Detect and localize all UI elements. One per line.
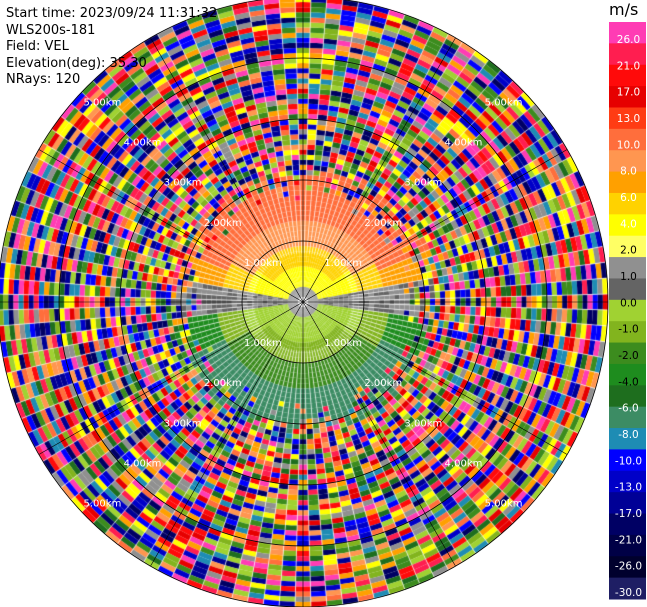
colorbar-segment [609,321,646,344]
azimuth-spoke [302,37,456,303]
azimuth-spoke [302,301,568,455]
instrument-label: WLS200s-181 [6,22,96,38]
range-ring-label: 3.00km [164,418,202,429]
nrays-label: NRays: 120 [6,72,81,87]
colorbar-segment [609,534,646,557]
colorbar-tick-label: -30.0 [615,587,642,599]
range-ring-label: 1.00km [324,338,362,349]
colorbar-segment [609,86,646,108]
azimuth-spoke [38,301,304,455]
colorbar-segment [609,150,646,173]
range-ring-label: 2.00km [204,378,242,389]
colorbar-segment [609,449,646,472]
colorbar-segment [609,235,646,258]
range-ring-label: 5.00km [84,499,122,510]
colorbar-tick-label: 21.0 [617,60,640,72]
colorbar-segment [609,192,646,215]
colorbar-segment [609,577,646,600]
colorbar-segment [609,363,646,386]
range-ring-label: 5.00km [84,97,122,108]
colorbar-tick-label: 10.0 [617,139,640,151]
range-ring-label: 3.00km [404,178,442,189]
range-ring-label: 5.00km [485,97,523,108]
colorbar-segment [609,171,646,194]
range-ring-label: 1.00km [244,338,282,349]
colorbar-segment [609,257,646,279]
colorbar-segment [609,107,646,130]
colorbar-segment [609,64,646,87]
colorbar-tick-label: 2.0 [620,245,637,257]
range-ring-label: 3.00km [164,178,202,189]
colorbar-tick-label: 1.0 [620,271,637,283]
range-ring-label: 4.00km [124,458,162,469]
colorbar-tick-label: 13.0 [617,113,640,125]
colorbar-tick-label: -4.0 [618,376,639,388]
colorbar-tick-label: -1.0 [618,324,639,336]
colorbar-segment [609,470,646,493]
colorbar-segment [609,214,646,237]
colorbar-unit-label: m/s [609,0,639,19]
colorbar-segment [609,513,646,536]
azimuth-spoke [38,149,304,303]
azimuth-spoke [302,301,456,567]
range-ring-label: 2.00km [204,218,242,229]
range-ring-label: 1.00km [244,258,282,269]
colorbar-segment [609,299,646,322]
azimuth-spoke [302,149,568,303]
colorbar-tick-label: 4.0 [620,218,637,230]
colorbar-segment [609,428,646,450]
colorbar-segment [609,22,646,44]
colorbar-tick-label: -2.0 [618,350,639,362]
colorbar-tick-label: 17.0 [617,87,640,99]
colorbar-segment [609,406,646,429]
colorbar-segment [609,342,646,365]
range-ring-label: 4.00km [445,138,483,149]
colorbar-tick-label: -10.0 [615,455,642,467]
colorbar-tick-label: 6.0 [620,192,637,204]
colorbar-segment [609,278,646,301]
start-time-label: Start time: 2023/09/24 11:31:32 [6,6,218,21]
colorbar-tick-label: -13.0 [615,482,642,494]
colorbar-segment [609,492,646,515]
colorbar-tick-label: -8.0 [618,429,639,441]
colorbar-segment [609,43,646,66]
range-ring-label: 2.00km [364,218,402,229]
colorbar-tick-label: -26.0 [615,561,642,573]
elevation-label: Elevation(deg): 35.30 [6,55,147,71]
colorbar-tick-label: 8.0 [620,166,637,178]
range-ring-label: 3.00km [404,418,442,429]
field-label: Field: VEL [6,39,69,54]
azimuth-spoke [150,301,304,567]
colorbar-tick-label: 0.0 [620,297,637,309]
range-ring-label: 2.00km [364,378,402,389]
range-ring-label: 4.00km [445,458,483,469]
colorbar-segment [609,556,646,579]
colorbar-segment [609,128,646,151]
range-ring-label: 5.00km [485,499,523,510]
colorbar-tick-label: -6.0 [618,403,639,415]
azimuth-spoke [150,37,304,303]
plot-info-block: Start time: 2023/09/24 11:31:32 WLS200s-… [6,6,217,89]
colorbar-tick-label: 26.0 [617,34,640,46]
colorbar-tick-label: -17.0 [615,508,642,520]
colorbar-segment [609,385,646,408]
range-ring-label: 4.00km [124,138,162,149]
colorbar-tick-label: -21.0 [615,534,642,546]
range-ring-label: 1.00km [324,258,362,269]
